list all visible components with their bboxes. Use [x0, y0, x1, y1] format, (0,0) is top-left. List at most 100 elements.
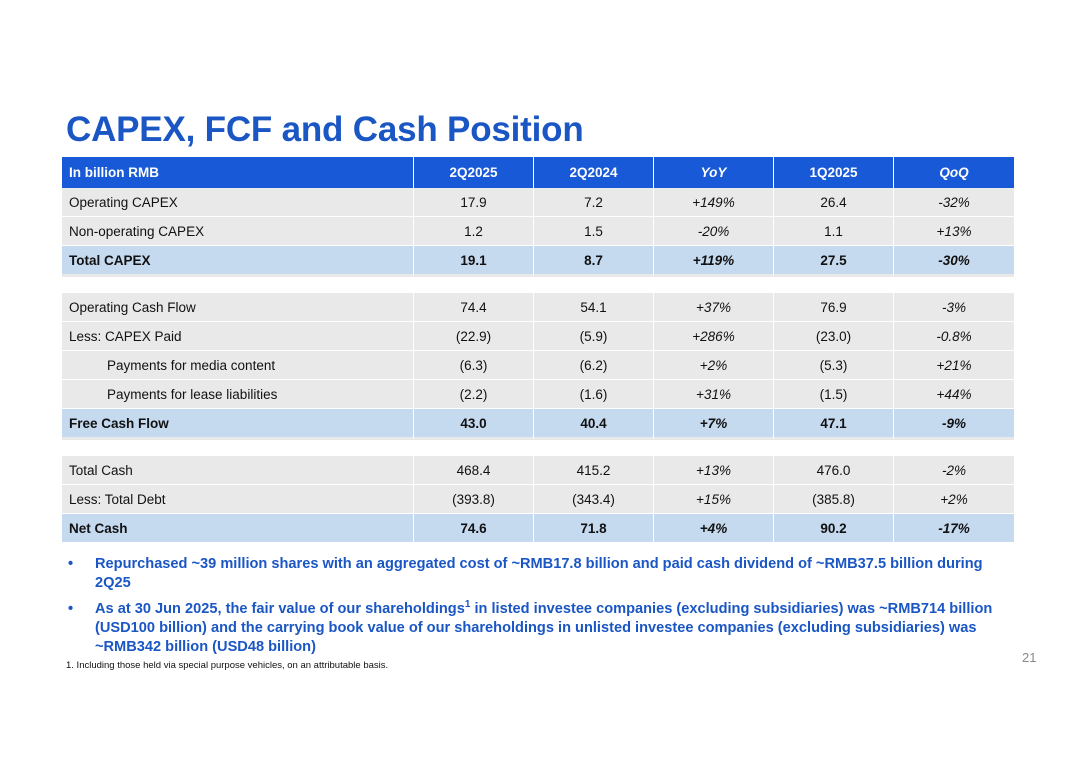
- row-label: Payments for media content: [62, 351, 414, 380]
- value-cell: 76.9: [774, 293, 894, 322]
- header-2q2024: 2Q2024: [534, 157, 654, 188]
- value-cell: -30%: [894, 246, 1014, 277]
- value-cell: 1.5: [534, 217, 654, 246]
- row-label: Total Cash: [62, 456, 414, 485]
- value-cell: +4%: [654, 514, 774, 543]
- value-cell: +119%: [654, 246, 774, 277]
- bullet-marker: •: [68, 556, 74, 572]
- row-label: Payments for lease liabilities: [62, 380, 414, 409]
- value-cell: (385.8): [774, 485, 894, 514]
- value-cell: 1.1: [774, 217, 894, 246]
- row-label: Operating CAPEX: [62, 188, 414, 217]
- value-cell: +2%: [894, 485, 1014, 514]
- header-1q2025: 1Q2025: [774, 157, 894, 188]
- key-points-list: • Repurchased ~39 million shares with an…: [66, 555, 1011, 664]
- table-row: Payments for lease liabilities (2.2) (1.6)…: [62, 380, 1014, 409]
- table-row: Operating CAPEX 17.9 7.2 +149% 26.4 -32%: [62, 188, 1014, 217]
- value-cell: 54.1: [534, 293, 654, 322]
- row-label: Non-operating CAPEX: [62, 217, 414, 246]
- value-cell: 26.4: [774, 188, 894, 217]
- header-2q2025: 2Q2025: [414, 157, 534, 188]
- value-cell: (1.5): [774, 380, 894, 409]
- table-total-row: Free Cash Flow 43.0 40.4 +7% 47.1 -9%: [62, 409, 1014, 440]
- value-cell: (22.9): [414, 322, 534, 351]
- value-cell: 476.0: [774, 456, 894, 485]
- header-yoy: YoY: [654, 157, 774, 188]
- spacer-cell: [62, 440, 1014, 456]
- row-label: Total CAPEX: [62, 246, 414, 277]
- value-cell: (23.0): [774, 322, 894, 351]
- header-unit: In billion RMB: [62, 157, 414, 188]
- row-label: Less: Total Debt: [62, 485, 414, 514]
- bullet-repurchase: • Repurchased ~39 million shares with an…: [66, 555, 1011, 593]
- value-cell: (5.9): [534, 322, 654, 351]
- value-cell: 19.1: [414, 246, 534, 277]
- row-label: Net Cash: [62, 514, 414, 543]
- value-cell: 27.5: [774, 246, 894, 277]
- table-row: Total Cash 468.4 415.2 +13% 476.0 -2%: [62, 456, 1014, 485]
- value-cell: (6.2): [534, 351, 654, 380]
- row-label: Less: CAPEX Paid: [62, 322, 414, 351]
- value-cell: +13%: [654, 456, 774, 485]
- footnote: 1. Including those held via special purp…: [66, 660, 389, 671]
- value-cell: 17.9: [414, 188, 534, 217]
- value-cell: +37%: [654, 293, 774, 322]
- bullet-text-end: in listed investee companies (excluding …: [95, 601, 993, 655]
- table-body: Operating CAPEX 17.9 7.2 +149% 26.4 -32% Non-o…: [62, 188, 1014, 543]
- row-label: Operating Cash Flow: [62, 293, 414, 322]
- table-header-row: In billion RMB 2Q2025 2Q2024 YoY 1Q2025 …: [62, 157, 1014, 188]
- value-cell: (6.3): [414, 351, 534, 380]
- value-cell: +15%: [654, 485, 774, 514]
- bullet-text: Repurchased ~39 million shares with an a…: [95, 556, 983, 591]
- value-cell: 71.8: [534, 514, 654, 543]
- header-qoq: QoQ: [894, 157, 1014, 188]
- spacer-cell: [62, 277, 1014, 293]
- value-cell: 468.4: [414, 456, 534, 485]
- bullet-marker: •: [68, 601, 74, 617]
- value-cell: (5.3): [774, 351, 894, 380]
- footnote-reference: 1: [464, 599, 471, 611]
- value-cell: 40.4: [534, 409, 654, 440]
- value-cell: -32%: [894, 188, 1014, 217]
- value-cell: +13%: [894, 217, 1014, 246]
- value-cell: -0.8%: [894, 322, 1014, 351]
- value-cell: -9%: [894, 409, 1014, 440]
- value-cell: 74.4: [414, 293, 534, 322]
- value-cell: -3%: [894, 293, 1014, 322]
- page-number: 21: [1022, 650, 1037, 665]
- row-label: Free Cash Flow: [62, 409, 414, 440]
- value-cell: +2%: [654, 351, 774, 380]
- value-cell: -17%: [894, 514, 1014, 543]
- value-cell: 8.7: [534, 246, 654, 277]
- value-cell: 415.2: [534, 456, 654, 485]
- table-row: Non-operating CAPEX 1.2 1.5 -20% 1.1 +13%: [62, 217, 1014, 246]
- value-cell: 7.2: [534, 188, 654, 217]
- value-cell: +286%: [654, 322, 774, 351]
- table-row: Less: Total Debt (393.8) (343.4) +15% (385.8…: [62, 485, 1014, 514]
- value-cell: 74.6: [414, 514, 534, 543]
- table-total-row: Total CAPEX 19.1 8.7 +119% 27.5 -30%: [62, 246, 1014, 277]
- value-cell: (343.4): [534, 485, 654, 514]
- section-spacer: [62, 440, 1014, 456]
- capex-fcf-cash-table: In billion RMB 2Q2025 2Q2024 YoY 1Q2025 …: [62, 157, 1014, 543]
- value-cell: (2.2): [414, 380, 534, 409]
- table-row: Less: CAPEX Paid (22.9) (5.9) +286% (23.0) -0…: [62, 322, 1014, 351]
- value-cell: +21%: [894, 351, 1014, 380]
- value-cell: 47.1: [774, 409, 894, 440]
- value-cell: +44%: [894, 380, 1014, 409]
- bullet-shareholdings: • As at 30 Jun 2025, the fair value of o…: [66, 600, 1011, 657]
- value-cell: -20%: [654, 217, 774, 246]
- table-row: Payments for media content (6.3) (6.2) +2%(…: [62, 351, 1014, 380]
- bullet-text-start: As at 30 Jun 2025, the fair value of our…: [95, 601, 465, 617]
- table-row: Operating Cash Flow 74.4 54.1 +37% 76.9 -3%: [62, 293, 1014, 322]
- page-title: CAPEX, FCF and Cash Position: [66, 110, 584, 149]
- value-cell: (393.8): [414, 485, 534, 514]
- section-spacer: [62, 277, 1014, 293]
- value-cell: (1.6): [534, 380, 654, 409]
- value-cell: +149%: [654, 188, 774, 217]
- value-cell: 90.2: [774, 514, 894, 543]
- value-cell: +7%: [654, 409, 774, 440]
- value-cell: +31%: [654, 380, 774, 409]
- value-cell: 1.2: [414, 217, 534, 246]
- table-total-row: Net Cash 74.6 71.8 +4% 90.2 -17%: [62, 514, 1014, 543]
